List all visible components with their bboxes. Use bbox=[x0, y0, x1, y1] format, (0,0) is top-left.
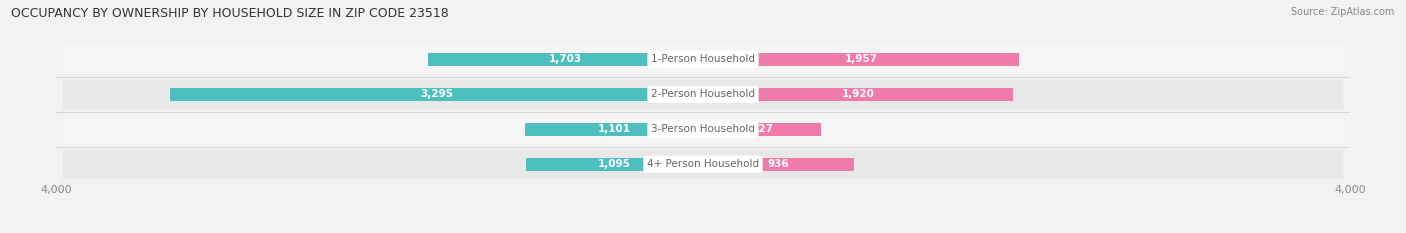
Bar bbox=[524, 123, 703, 136]
FancyBboxPatch shape bbox=[63, 80, 1343, 109]
Bar bbox=[170, 88, 703, 101]
Text: 1,920: 1,920 bbox=[842, 89, 875, 99]
Text: 3-Person Household: 3-Person Household bbox=[651, 124, 755, 134]
Bar bbox=[703, 88, 1014, 101]
Bar bbox=[427, 53, 703, 66]
Text: 1,703: 1,703 bbox=[548, 55, 582, 64]
Text: 727: 727 bbox=[751, 124, 773, 134]
Text: 936: 936 bbox=[768, 159, 790, 169]
Text: 1,101: 1,101 bbox=[598, 124, 630, 134]
FancyBboxPatch shape bbox=[63, 115, 1343, 144]
Text: Source: ZipAtlas.com: Source: ZipAtlas.com bbox=[1291, 7, 1395, 17]
Text: 4+ Person Household: 4+ Person Household bbox=[647, 159, 759, 169]
Text: 1,095: 1,095 bbox=[598, 159, 631, 169]
FancyBboxPatch shape bbox=[63, 150, 1343, 179]
FancyBboxPatch shape bbox=[63, 45, 1343, 74]
Text: OCCUPANCY BY OWNERSHIP BY HOUSEHOLD SIZE IN ZIP CODE 23518: OCCUPANCY BY OWNERSHIP BY HOUSEHOLD SIZE… bbox=[11, 7, 449, 20]
Text: 1-Person Household: 1-Person Household bbox=[651, 55, 755, 64]
Text: 2-Person Household: 2-Person Household bbox=[651, 89, 755, 99]
Bar bbox=[526, 158, 703, 171]
Bar bbox=[703, 123, 821, 136]
Bar bbox=[703, 53, 1019, 66]
Bar bbox=[703, 158, 855, 171]
Text: 1,957: 1,957 bbox=[845, 55, 877, 64]
Text: 3,295: 3,295 bbox=[420, 89, 453, 99]
